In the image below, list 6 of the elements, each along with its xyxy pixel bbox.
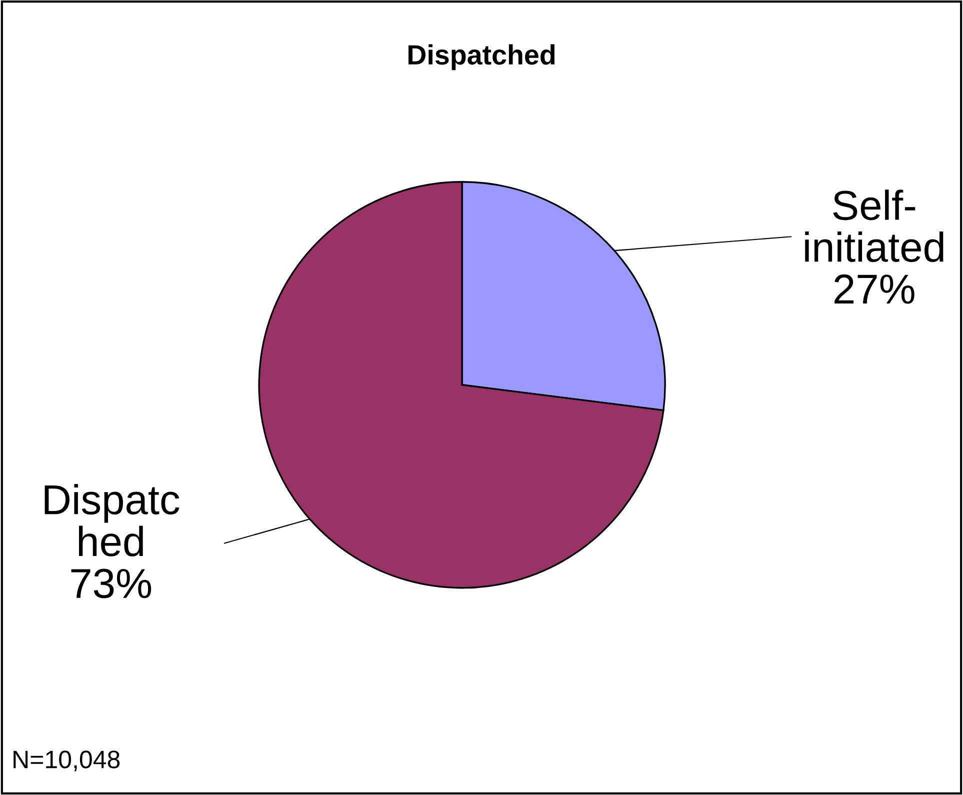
text: N=10,048 xyxy=(14,750,120,772)
data-label: 73% xyxy=(71,568,152,598)
chart-title: Dispatched xyxy=(408,44,555,70)
slice-label: Dispatc hed xyxy=(44,484,180,556)
slice-label: Self- initiated xyxy=(805,190,944,262)
data-label: 27% xyxy=(834,274,914,304)
